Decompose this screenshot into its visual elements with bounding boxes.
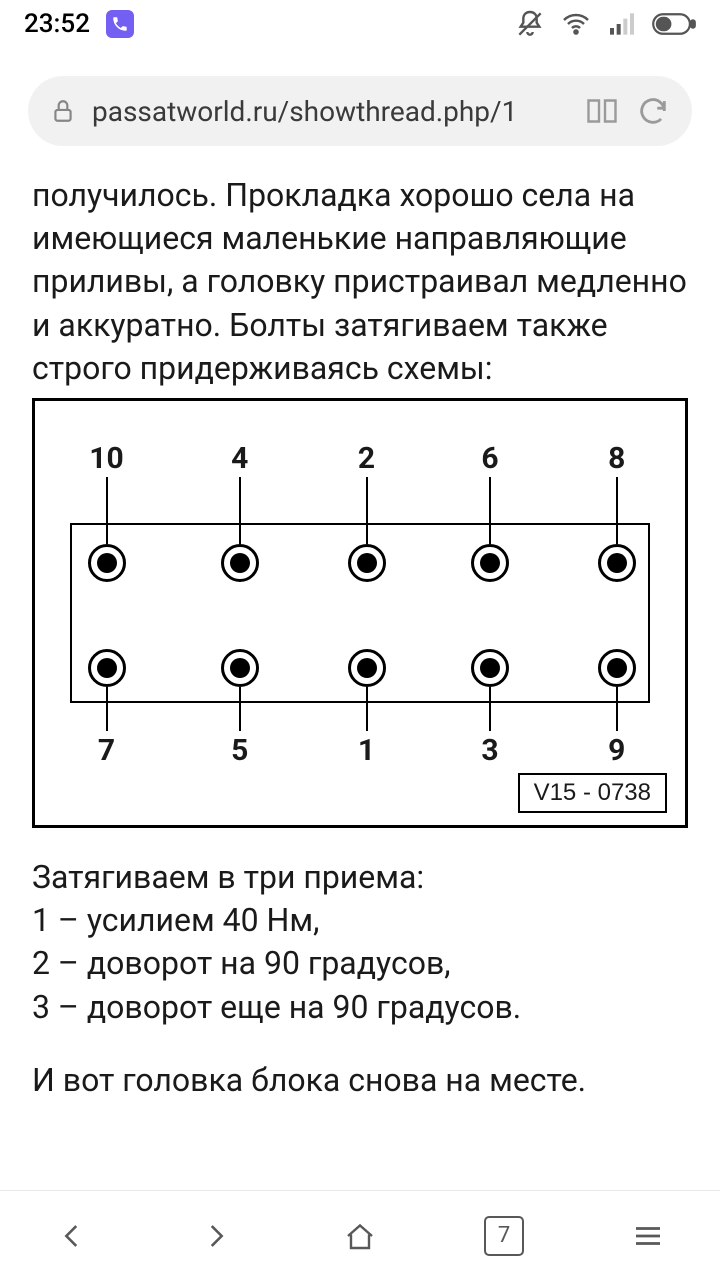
url-text: passatworld.ru/showthread.php/1 — [92, 95, 568, 128]
status-left: 23:52 — [24, 9, 134, 39]
bolt-icon — [348, 649, 386, 687]
bolt-icon — [88, 544, 126, 582]
mute-icon — [514, 8, 546, 40]
bolt-label: 1 — [358, 731, 375, 772]
bolt-label: 3 — [481, 731, 498, 772]
status-right — [514, 8, 696, 40]
menu-button[interactable] — [623, 1211, 673, 1261]
steps-title: Затягиваем в три приема: — [32, 856, 688, 899]
gasket-outline-right — [648, 523, 650, 703]
gasket-outline-bottom — [70, 701, 650, 703]
step-line: 1 – усилием 40 Нм, — [32, 899, 688, 942]
leader-line — [106, 477, 108, 544]
back-button[interactable] — [47, 1211, 97, 1261]
bolt-label: 7 — [98, 731, 115, 772]
signal-icon — [606, 8, 638, 40]
chevron-left-icon — [55, 1219, 89, 1253]
home-icon — [342, 1218, 378, 1254]
step-line: 2 – доворот на 90 градусов, — [32, 942, 688, 985]
home-button[interactable] — [335, 1211, 385, 1261]
bolt-icon — [88, 649, 126, 687]
wifi-icon — [560, 8, 592, 40]
forward-button[interactable] — [191, 1211, 241, 1261]
lock-icon — [50, 98, 76, 124]
leader-line — [106, 687, 108, 731]
leader-line — [489, 477, 491, 544]
bolt-icon — [598, 544, 636, 582]
bolt-label: 2 — [358, 439, 375, 480]
bolt-label: 4 — [231, 439, 248, 480]
status-bar: 23:52 — [0, 0, 720, 48]
bolt-label: 6 — [481, 439, 498, 480]
page-content: получилось. Прокладка хорошо села на име… — [0, 158, 720, 1102]
bolt-label: 5 — [231, 731, 248, 772]
browser-nav-bar: 7 — [0, 1190, 720, 1280]
hamburger-icon — [630, 1218, 666, 1254]
bolt-icon — [348, 544, 386, 582]
gasket-outline-top — [70, 523, 650, 525]
bolt-icon — [221, 544, 259, 582]
bolt-label: 8 — [608, 439, 625, 480]
tabs-button[interactable]: 7 — [479, 1211, 529, 1261]
viber-icon — [106, 10, 134, 38]
paragraph-intro: получилось. Прокладка хорошо села на име… — [32, 174, 688, 390]
reader-mode-icon[interactable] — [584, 93, 620, 129]
bolt-icon — [471, 649, 509, 687]
status-time: 23:52 — [24, 9, 90, 39]
part-number: V15 - 0738 — [518, 773, 667, 813]
step-line: 3 – доворот еще на 90 градусов. — [32, 986, 688, 1029]
bolt-label: 10 — [89, 439, 123, 480]
leader-line — [489, 687, 491, 731]
bolt-icon — [471, 544, 509, 582]
tab-count-badge: 7 — [484, 1216, 524, 1256]
battery-icon — [652, 11, 696, 37]
leader-line — [616, 477, 618, 544]
bolt-diagram: 10 4 2 6 8 7 — [32, 398, 688, 828]
leader-line — [616, 687, 618, 731]
final-paragraph: И вот головка блока снова на месте. — [32, 1059, 688, 1102]
leader-line — [239, 687, 241, 731]
gasket-outline-left — [70, 523, 72, 703]
bolt-icon — [221, 649, 259, 687]
address-bar[interactable]: passatworld.ru/showthread.php/1 — [28, 76, 692, 146]
chevron-right-icon — [199, 1219, 233, 1253]
bolt-label: 9 — [608, 731, 625, 772]
reload-icon[interactable] — [636, 94, 670, 128]
leader-line — [366, 687, 368, 731]
torque-steps: Затягиваем в три приема: 1 – усилием 40 … — [32, 856, 688, 1029]
leader-line — [239, 477, 241, 544]
bolt-icon — [598, 649, 636, 687]
leader-line — [366, 477, 368, 544]
